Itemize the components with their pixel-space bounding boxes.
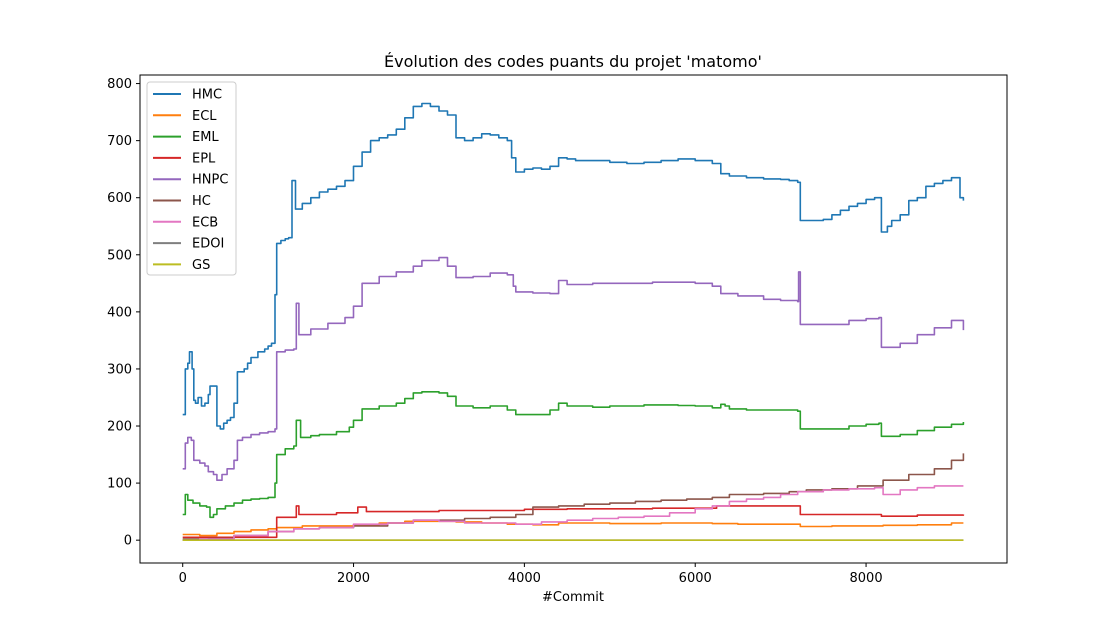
series-line-hnpc: [182, 256, 965, 481]
legend-label-epl: EPL: [192, 151, 216, 166]
y-tick-label: 700: [107, 134, 132, 149]
chart-title: Évolution des codes puants du projet 'ma…: [384, 52, 762, 71]
y-axis: 0 100 200 300 400 500 600 700 800: [107, 77, 140, 549]
x-tick-label: 4000: [508, 571, 541, 586]
y-tick-label: 0: [124, 534, 132, 549]
y-tick-label: 600: [107, 191, 132, 206]
legend-label-ecb: ECB: [192, 215, 218, 230]
legend-label-eml: EML: [192, 130, 219, 145]
legend-label-edoi: EDOI: [192, 237, 224, 252]
x-tick-label: 2000: [337, 571, 370, 586]
series-line-eml: [182, 391, 965, 519]
x-axis: 0 2000 4000 6000 8000: [179, 563, 883, 586]
series-line-hmc: [182, 102, 965, 430]
series-line-epl: [182, 505, 965, 539]
legend-box: [146, 81, 237, 276]
plot-frame: [139, 74, 1008, 564]
y-tick-label: 100: [107, 477, 132, 492]
y-tick-label: 500: [107, 248, 132, 263]
legend-label-gs: GS: [192, 258, 210, 273]
legend: HMC ECL EML EPL HNPC HC ECB EDOI GS: [146, 81, 237, 276]
x-tick-label: 0: [179, 571, 187, 586]
legend-label-hnpc: HNPC: [192, 173, 228, 188]
x-tick-label: 6000: [679, 571, 712, 586]
y-tick-label: 800: [107, 77, 132, 92]
legend-label-hc: HC: [192, 194, 211, 209]
series-line-ecb: [182, 485, 964, 541]
series-layer: [182, 102, 965, 541]
x-axis-label: #Commit: [542, 590, 604, 605]
legend-label-hmc: HMC: [192, 88, 222, 103]
y-tick-label: 400: [107, 305, 132, 320]
y-tick-label: 300: [107, 362, 132, 377]
legend-label-ecl: ECL: [192, 109, 217, 124]
y-tick-label: 200: [107, 420, 132, 435]
x-tick-label: 8000: [850, 571, 883, 586]
